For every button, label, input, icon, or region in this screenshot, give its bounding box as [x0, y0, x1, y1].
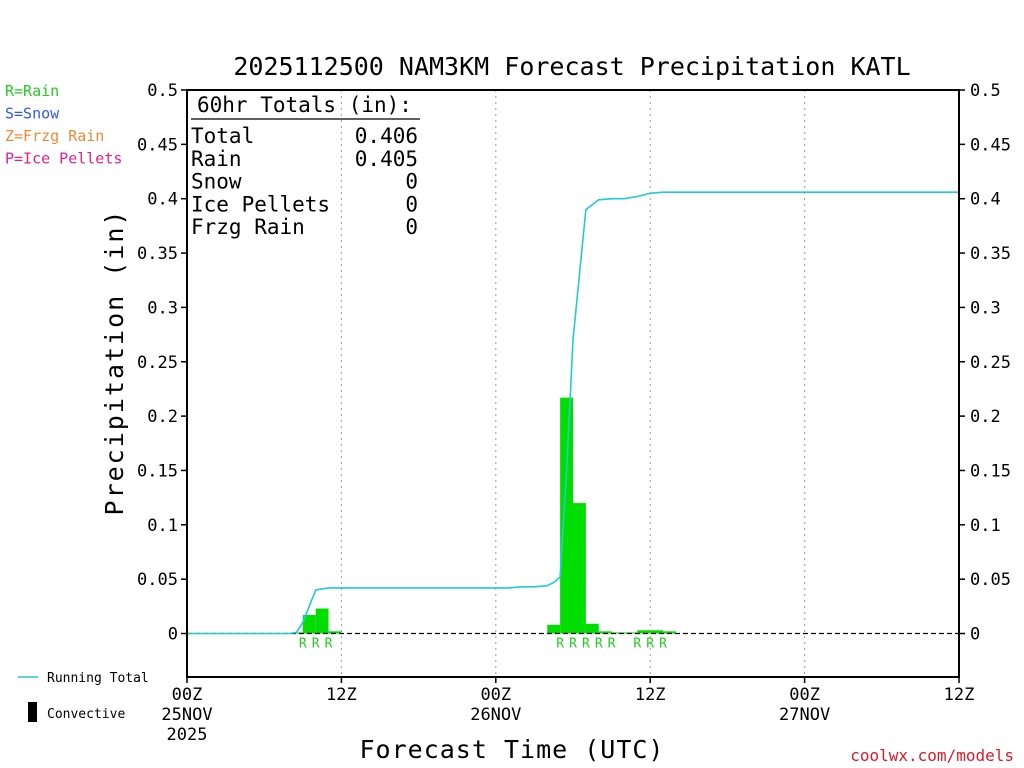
- precip-bar-13: [663, 631, 676, 634]
- x-tick-label-4: 00Z: [789, 685, 820, 705]
- totals-box: 60hr Totals (in): Total 0.406 Rain 0.405 Sno…: [191, 93, 420, 239]
- x-tick-label-1: 12Z: [326, 685, 357, 705]
- precip-bar-8: [598, 631, 612, 634]
- precip-bar-4: [547, 624, 561, 634]
- ptype-mark-7: R: [608, 637, 616, 652]
- totals-label-0: Total: [191, 124, 254, 148]
- precip-bar-6: [573, 503, 586, 634]
- ptype-mark-5: R: [582, 637, 590, 652]
- y-tick-label-right-7: 0.35: [970, 244, 1011, 264]
- y-tick-label-right-5: 0.25: [970, 353, 1011, 373]
- x-axis-label: Forecast Time (UTC): [360, 735, 665, 764]
- ptype-mark-4: R: [569, 637, 577, 652]
- y-tick-label-left-4: 0.2: [147, 407, 178, 427]
- totals-label-3: Ice Pellets: [191, 192, 330, 216]
- ptype-legend-S: S=Snow: [5, 105, 60, 123]
- y-tick-label-right-4: 0.2: [970, 407, 1001, 427]
- ptype-legend-R: R=Rain: [5, 82, 59, 100]
- chart-title: 2025112500 NAM3KM Forecast Precipitation…: [233, 52, 910, 81]
- running-total-line: [187, 191, 959, 635]
- y-axis-label: Precipitation (in): [100, 209, 129, 516]
- y-tick-label-left-0: 0: [168, 625, 178, 645]
- y-tick-label-right-0: 0: [970, 625, 980, 645]
- precip-bar-2: [315, 608, 329, 634]
- y-tick-label-left-7: 0.35: [137, 244, 178, 264]
- y-axis-left: 0 0.05 0.1 0.15 0.2 0.25 0.3 0.35 0.4 0.45 0.5: [137, 81, 187, 645]
- totals-value-4: 0: [405, 215, 418, 239]
- ptype-mark-0: R: [299, 637, 307, 652]
- x-tick-label-2: 00Z: [480, 685, 511, 705]
- ptype-mark-6: R: [595, 637, 603, 652]
- bottom-legend: Running Total Convective: [18, 671, 149, 722]
- totals-heading: 60hr Totals (in):: [197, 93, 412, 117]
- ptype-mark-1: R: [312, 637, 320, 652]
- ptype-mark-3: R: [556, 637, 564, 652]
- grid-lines: [340, 90, 806, 677]
- totals-label-4: Frzg Rain: [191, 215, 305, 239]
- precip-bar-7: [585, 623, 599, 634]
- precip-bar-12: [650, 630, 664, 634]
- y-tick-label-left-6: 0.3: [147, 298, 178, 318]
- y-tick-label-right-3: 0.15: [970, 461, 1011, 481]
- y-tick-label-right-9: 0.45: [970, 135, 1011, 155]
- precip-bar-3: [328, 631, 342, 634]
- y-tick-label-right-1: 0.05: [970, 570, 1011, 590]
- totals-value-3: 0: [405, 192, 418, 216]
- ptype-legend-Z: Z=Frzg Rain: [5, 127, 104, 145]
- totals-label-1: Rain: [191, 147, 242, 171]
- precip-type-legend: R=Rain S=Snow Z=Frzg Rain P=Ice Pellets: [5, 82, 122, 168]
- running-total-legend-label: Running Total: [47, 671, 149, 686]
- x-tick-label-3: 12Z: [635, 685, 666, 705]
- y-axis-right: 0 0.05 0.1 0.15 0.2 0.25 0.3 0.35 0.4 0.45 0.5: [959, 81, 1011, 645]
- x-tick-date-4: 27NOV: [779, 705, 830, 725]
- y-tick-label-right-8: 0.4: [970, 190, 1001, 210]
- precip-bar-1: [302, 615, 316, 634]
- precip-bar-9: [611, 632, 625, 634]
- y-tick-label-right-6: 0.3: [970, 298, 1001, 318]
- ptype-mark-10: R: [659, 637, 667, 652]
- totals-value-0: 0.406: [355, 124, 418, 148]
- x-tick-year-0: 2025: [167, 725, 208, 745]
- x-tick-date-2: 26NOV: [470, 705, 521, 725]
- x-tick-label-5: 12Z: [944, 685, 975, 705]
- ptype-legend-P: P=Ice Pellets: [5, 150, 122, 168]
- precip-bars: [289, 397, 676, 634]
- precip-bar-5: [560, 397, 573, 634]
- credit-text: coolwx.com/models: [850, 746, 1014, 765]
- ptype-mark-9: R: [646, 637, 654, 652]
- ptype-mark-2: R: [325, 637, 333, 652]
- y-tick-label-left-10: 0.5: [147, 81, 178, 101]
- y-tick-label-left-5: 0.25: [137, 353, 178, 373]
- ptype-mark-8: R: [633, 637, 641, 652]
- totals-label-2: Snow: [191, 170, 242, 194]
- plot-frame: [186, 89, 960, 678]
- y-tick-label-right-10: 0.5: [970, 81, 1001, 101]
- x-tick-date-0: 25NOV: [161, 705, 212, 725]
- totals-value-2: 0: [405, 170, 418, 194]
- convective-swatch: [28, 702, 37, 722]
- convective-legend-label: Convective: [47, 707, 125, 722]
- totals-value-1: 0.405: [355, 147, 418, 171]
- y-tick-label-left-2: 0.1: [147, 516, 178, 536]
- y-tick-label-right-2: 0.1: [970, 516, 1001, 536]
- y-tick-label-left-9: 0.45: [137, 135, 178, 155]
- y-tick-label-left-8: 0.4: [147, 190, 178, 210]
- precip-bar-11: [637, 630, 651, 634]
- x-tick-label-0: 00Z: [172, 685, 203, 705]
- y-tick-label-left-3: 0.15: [137, 461, 178, 481]
- y-tick-label-left-1: 0.05: [137, 570, 178, 590]
